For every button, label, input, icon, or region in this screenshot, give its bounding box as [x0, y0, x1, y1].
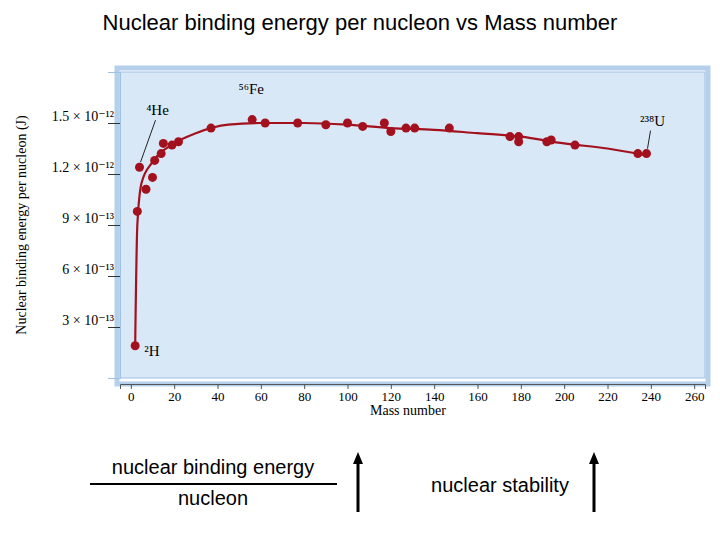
data-point: [642, 149, 651, 158]
y-tick: 3 × 10⁻¹³: [62, 313, 120, 328]
x-tick-label: 220: [598, 389, 618, 404]
x-tick-label: 180: [512, 389, 532, 404]
data-point: [506, 132, 515, 141]
annotation: ²³⁸U: [640, 113, 665, 129]
x-tick: 240: [642, 384, 662, 404]
x-tick: 20: [168, 384, 181, 404]
data-point: [402, 124, 411, 133]
x-tick-label: 120: [382, 389, 402, 404]
arrow-head: [353, 452, 363, 464]
data-point: [380, 119, 389, 128]
data-point: [159, 139, 168, 148]
data-point: [321, 120, 330, 129]
data-point: [514, 137, 523, 146]
data-point: [571, 141, 580, 150]
x-tick-label: 260: [685, 389, 705, 404]
x-tick-label: 200: [555, 389, 575, 404]
x-tick-label: 0: [128, 389, 135, 404]
data-point: [135, 163, 144, 172]
y-tick: 1.5 × 10⁻¹²: [52, 109, 120, 124]
x-tick-label: 240: [642, 389, 662, 404]
annotation: ²H: [144, 343, 159, 359]
x-tick-label: 40: [212, 389, 225, 404]
x-tick: 260: [685, 384, 705, 404]
marks: [131, 115, 651, 350]
annotations: ⁴He ⁵⁶Fe ²³⁸U ²H: [141, 81, 666, 359]
x-tick: 200: [555, 384, 575, 404]
data-point: [142, 185, 151, 194]
y-tick-label: 1.5 × 10⁻¹²: [52, 109, 114, 124]
annotation-leader: [648, 131, 651, 149]
x-tick-label: 80: [298, 389, 311, 404]
x-tick: 40: [212, 384, 225, 404]
annotation: ⁴He: [146, 102, 169, 118]
arrow-shaft: [593, 462, 596, 512]
x-tick: 0: [128, 384, 135, 404]
y-tick: 1.2 × 10⁻¹²: [52, 160, 120, 175]
data-point: [445, 124, 454, 133]
curve: [135, 123, 646, 346]
y-tick: 6 × 10⁻¹³: [62, 262, 120, 277]
data-point: [261, 119, 270, 128]
data-point: [131, 341, 140, 350]
data-point: [293, 119, 302, 128]
chart: Nuclear binding energy per nucleon vs Ma…: [0, 0, 720, 540]
annotation-leader: [141, 120, 156, 162]
data-point: [547, 136, 556, 145]
data-point: [386, 127, 395, 136]
x-tick: 100: [338, 384, 358, 404]
footer: nuclear binding energy nucleon nuclear sta…: [90, 452, 599, 512]
data-point: [633, 149, 642, 158]
data-point: [343, 119, 352, 128]
x-tick: 140: [425, 384, 445, 404]
x-tick: 60: [255, 384, 268, 404]
x-tick-label: 20: [168, 389, 181, 404]
data-point: [157, 149, 166, 158]
x-axis: 0 20 40 60 80 100 120 140 160 180 200 220 240 260: [121, 384, 706, 404]
data-point: [207, 124, 216, 133]
x-tick-label: 60: [255, 389, 268, 404]
x-tick: 80: [298, 384, 311, 404]
x-tick-label: 100: [338, 389, 358, 404]
data-point: [358, 122, 367, 131]
x-tick: 160: [468, 384, 488, 404]
y-tick-label: 3 × 10⁻¹³: [62, 313, 114, 328]
annotation: ⁵⁶Fe: [238, 81, 264, 97]
arrow-head: [589, 452, 599, 464]
footer-numerator: nuclear binding energy: [112, 456, 314, 478]
x-tick-label: 140: [425, 389, 445, 404]
footer-denominator: nucleon: [178, 487, 248, 509]
y-tick-label: 1.2 × 10⁻¹²: [52, 160, 114, 175]
x-axis-title: Mass number: [370, 403, 446, 418]
x-tick: 120: [382, 384, 402, 404]
plot-frame: [120, 72, 705, 378]
footer-stability: nuclear stability: [431, 474, 569, 496]
data-point: [133, 207, 142, 216]
arrow-shaft: [357, 462, 360, 512]
y-tick: 9 × 10⁻¹³: [62, 211, 120, 226]
y-tick-label: 6 × 10⁻¹³: [62, 262, 114, 277]
title: Nuclear binding energy per nucleon vs Ma…: [103, 10, 618, 35]
panel-border: [117, 68, 708, 384]
x-tick: 180: [512, 384, 532, 404]
y-tick-label: 9 × 10⁻¹³: [62, 211, 114, 226]
data-point: [150, 156, 159, 165]
data-point: [148, 173, 157, 182]
x-axis-line: [121, 385, 706, 390]
y-axis: 3 × 10⁻¹³ 6 × 10⁻¹³ 9 × 10⁻¹³ 1.2 × 10⁻¹² 1.…: [52, 73, 121, 379]
data-point: [248, 115, 257, 124]
x-tick-label: 160: [468, 389, 488, 404]
x-tick: 220: [598, 384, 618, 404]
data-point: [410, 124, 419, 133]
fraction-bar: [90, 483, 337, 485]
data-point: [174, 137, 183, 146]
y-axis-title: Nuclear binding energy per nucleon (J): [14, 115, 30, 335]
